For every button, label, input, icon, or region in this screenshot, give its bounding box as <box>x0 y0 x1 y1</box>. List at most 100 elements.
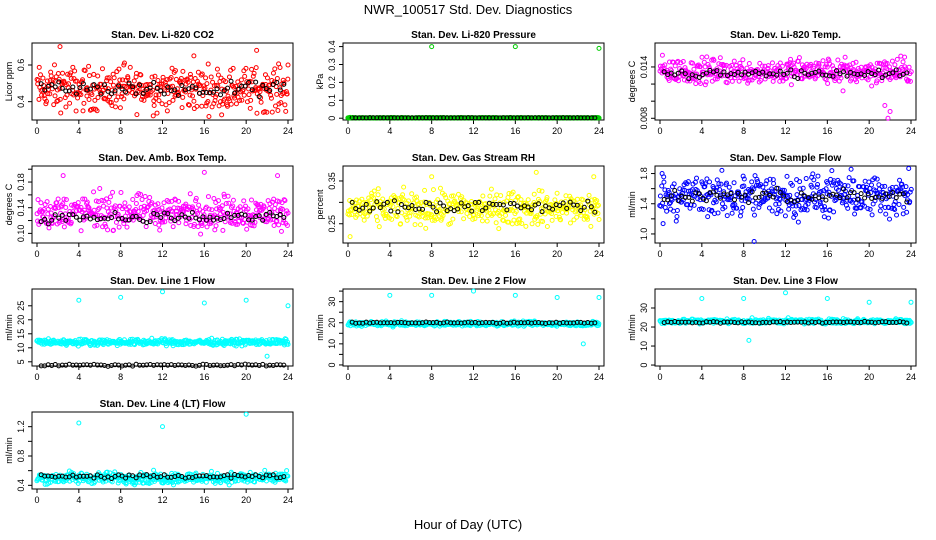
panel-9-outlier-point <box>783 290 788 296</box>
panel-1-ytick-label: 0.4 <box>16 95 26 108</box>
panel-4-point <box>138 191 144 197</box>
panel-6-point <box>845 183 851 189</box>
panel-6-point <box>848 166 854 172</box>
panel-1-point <box>99 66 105 72</box>
panel-8-outlier-point <box>429 292 435 298</box>
panel-1-point <box>272 66 278 72</box>
panel-5-point <box>554 190 560 196</box>
panel-5-point <box>501 199 507 205</box>
panel-7-outlier-point <box>243 297 249 303</box>
panel-1-black-point <box>161 91 167 97</box>
panel-3-point <box>816 62 822 68</box>
panel-1-point <box>156 98 162 104</box>
panel-5-point <box>469 205 475 211</box>
panel-4-point <box>68 220 74 226</box>
panel-3-point <box>865 77 871 83</box>
panel-1-xtick-label: 24 <box>283 126 293 136</box>
panel-8-ylabel: ml/min <box>315 314 325 341</box>
panel-3-xtick-label: 24 <box>906 126 916 136</box>
panel-4-point <box>205 194 211 200</box>
panel-3-black-point <box>675 70 681 76</box>
panel-4-ytick-label: 0.14 <box>16 199 26 217</box>
panel-4-point <box>244 219 250 225</box>
panel-6-point <box>753 200 759 206</box>
panel-9-outlier-point <box>741 296 747 302</box>
panel-4-point <box>278 228 284 234</box>
panel-6-point <box>783 192 789 198</box>
panel-6-point <box>661 179 667 185</box>
panel-5-point <box>537 198 543 204</box>
panel-6-point <box>784 173 790 179</box>
panel-5-black-point <box>511 201 517 207</box>
panel-6-black-point <box>739 194 745 200</box>
panel-4-point <box>152 202 158 208</box>
panel-2-ylabel: kPa <box>315 74 325 90</box>
panel-4-point <box>215 218 221 224</box>
panel-5-point <box>429 212 435 218</box>
panel-4-point <box>190 204 196 210</box>
panel-6-black-point <box>904 199 910 205</box>
panel-7-point <box>149 335 155 341</box>
panel-6-xtick-label: 0 <box>657 249 662 259</box>
panel-6-point <box>793 203 799 209</box>
panel-1-point <box>95 73 101 79</box>
panel-3-point <box>820 58 826 64</box>
panel-6-black-point <box>763 190 769 196</box>
panel-3-point <box>855 66 861 72</box>
panel-5-point <box>406 198 412 204</box>
panel-7-ytick-label: 20 <box>16 315 26 325</box>
panel-1-point <box>166 100 172 106</box>
panel-3-point <box>672 63 678 69</box>
panel-6-black-point <box>746 200 752 206</box>
panel-6-black-point <box>774 185 780 191</box>
panel-1-point <box>199 103 205 109</box>
panel-6-point <box>825 180 831 186</box>
panel-1-outlier-point <box>121 62 127 68</box>
panel-6-point <box>846 175 852 181</box>
panel-5-point <box>435 197 441 203</box>
panel-1-point <box>187 92 193 98</box>
panel-4-outlier-point <box>97 185 103 191</box>
panel-6-point <box>883 211 889 217</box>
panel-3-point <box>678 60 684 66</box>
panel-8-ytick-label: 20 <box>327 318 337 328</box>
panel-3-black-point <box>696 74 702 80</box>
panel-4-black-point <box>59 212 65 218</box>
panel-3-point <box>784 75 790 81</box>
panel-4-point <box>280 206 286 212</box>
panel-6-ylabel: ml/min <box>627 191 637 218</box>
panel-4-point <box>48 210 54 216</box>
panel-6-black-point <box>672 188 678 194</box>
panel-1-point <box>285 76 291 82</box>
panel-7-outlier-point <box>160 289 165 295</box>
panel-6-point <box>797 179 803 185</box>
panel-7-ytick-label: 15 <box>16 329 26 339</box>
panel-5-black-point <box>504 207 510 213</box>
panel-10-point <box>208 468 214 474</box>
panel-1-black-point <box>80 81 86 87</box>
panel-1-point <box>55 98 61 104</box>
panel-9-xtick-label: 8 <box>741 372 746 382</box>
panel-1-black-point <box>133 91 139 97</box>
panel-4-point <box>82 196 88 202</box>
panel-4-point <box>223 201 229 207</box>
panel-9-outlier-point <box>908 299 914 305</box>
panel-6-point <box>724 180 730 186</box>
panel-5-point <box>567 193 573 199</box>
panel-4-point <box>281 217 287 223</box>
panel-6-xtick-label: 4 <box>699 249 704 259</box>
panel-3-xtick-label: 4 <box>699 126 704 136</box>
panel-7-xtick-label: 0 <box>34 372 39 382</box>
panel-5-black-point <box>518 205 524 211</box>
panel-5-point <box>374 218 380 224</box>
panel-6-black-point <box>668 193 674 199</box>
panel-6-point <box>861 184 867 190</box>
panel-9-outlier-point <box>866 299 872 305</box>
panel-4-xtick-label: 12 <box>157 249 167 259</box>
panel-6-point <box>872 175 878 181</box>
panel-1-black-point <box>221 88 227 94</box>
panel-5-black-point <box>398 201 404 207</box>
panel-7-xtick-label: 16 <box>199 372 209 382</box>
panel-3-point <box>739 65 745 71</box>
panel-1-point <box>213 94 219 100</box>
